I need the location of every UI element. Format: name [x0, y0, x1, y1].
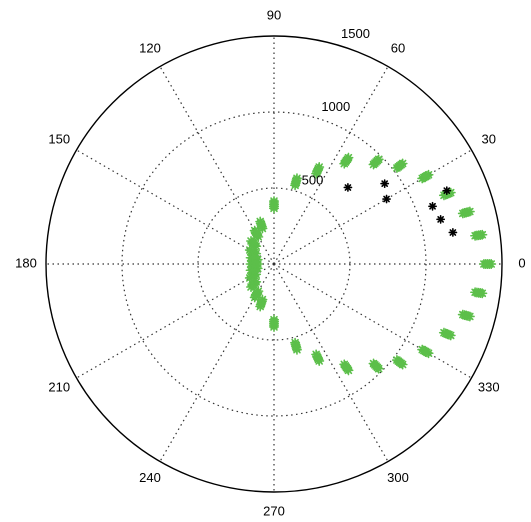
angle-tick-label: 270	[263, 503, 285, 518]
data-point-green	[470, 229, 488, 241]
data-point-green	[249, 286, 264, 303]
spoke-330	[273, 263, 472, 379]
polar-grid	[45, 35, 503, 493]
data-point-green	[339, 152, 354, 169]
data-point-black	[428, 201, 437, 211]
data-point-green	[368, 358, 384, 374]
radial-grid-circle-1	[121, 111, 427, 417]
data-point-black	[442, 186, 452, 196]
data-point-green	[391, 158, 408, 173]
angle-tick-label: 30	[482, 131, 496, 146]
data-point-green	[245, 258, 263, 270]
data-point-green	[391, 355, 408, 370]
data-point-green	[457, 309, 475, 322]
data-point-green	[290, 337, 302, 355]
data-point-green	[290, 173, 302, 191]
spoke-300	[273, 263, 389, 462]
data-point-black	[343, 183, 353, 192]
radial-tick-label: 1500	[341, 26, 370, 41]
spoke-150	[76, 149, 275, 265]
data-point-green	[255, 216, 268, 234]
data-point-green	[368, 154, 384, 170]
data-point-green	[438, 327, 456, 341]
data-point-black	[382, 194, 391, 204]
angle-tick-label: 60	[391, 41, 405, 56]
data-point-green	[470, 287, 488, 299]
green-series	[244, 152, 497, 376]
data-point-green	[311, 349, 325, 366]
data-point-green	[311, 162, 325, 179]
data-point-green	[255, 294, 268, 312]
data-point-green	[417, 344, 434, 359]
angle-tick-label: 0	[518, 255, 525, 270]
data-point-black	[436, 214, 446, 224]
radial-tick-label: 1000	[321, 99, 350, 114]
angle-tick-label: 90	[267, 7, 281, 22]
spoke-210	[76, 263, 275, 379]
angle-tick-label: 240	[139, 470, 161, 485]
data-point-green	[417, 169, 434, 184]
data-point-green	[249, 225, 264, 242]
radial-tick-label: 500	[302, 173, 324, 188]
tick-labels: 0 30 60 90 120 150 180 210 240 270 300 330 500 1000 15…	[15, 7, 525, 518]
spoke-30	[273, 149, 472, 265]
data-point-green	[478, 258, 497, 270]
data-point-green	[268, 196, 280, 214]
angle-tick-label: 330	[478, 379, 500, 394]
data-point-black	[448, 228, 458, 237]
angle-tick-label: 180	[15, 255, 37, 270]
data-point-black	[380, 179, 390, 188]
spoke-240	[159, 263, 275, 462]
data-point-green	[339, 359, 354, 376]
angle-tick-label: 150	[48, 131, 70, 146]
data-point-green	[457, 206, 475, 219]
angle-tick-label: 120	[139, 41, 161, 56]
outer-circle	[45, 35, 503, 493]
angle-tick-label: 300	[387, 470, 409, 485]
black-series	[343, 179, 458, 237]
data-point-green	[268, 314, 280, 332]
angle-tick-label: 210	[48, 379, 70, 394]
